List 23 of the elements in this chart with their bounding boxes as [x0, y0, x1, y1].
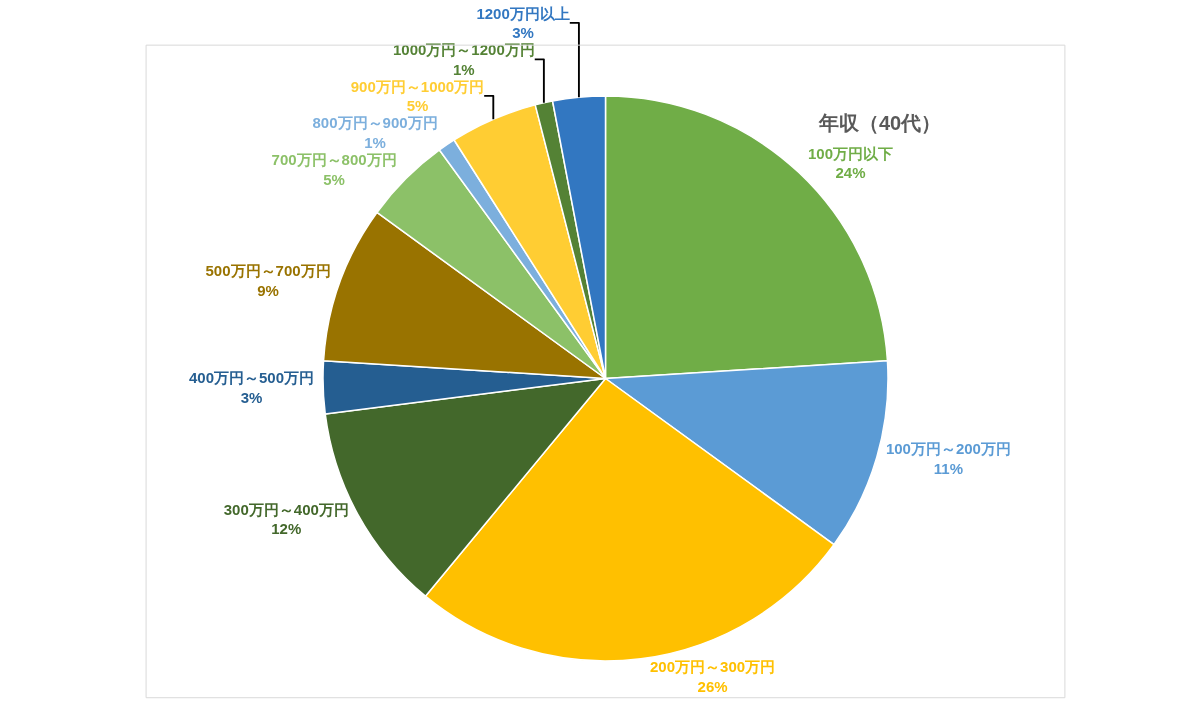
data-label: 5%: [323, 170, 345, 188]
data-label: 11%: [933, 459, 964, 477]
slice-label: 900万円～1000万円: [350, 77, 485, 95]
slice-label: 1200万円以上: [476, 4, 570, 22]
data-label: 5%: [406, 97, 429, 115]
data-label: 26%: [697, 677, 728, 695]
slice-label: 100万円～200万円: [885, 440, 1011, 458]
data-label: 9%: [257, 281, 279, 299]
slice-label: 800万円～900万円: [312, 114, 438, 132]
slice-label: 500万円～700万円: [205, 262, 331, 280]
data-label: 3%: [512, 24, 534, 42]
slice-label: 400万円～500万円: [188, 369, 315, 387]
data-label: 1%: [453, 60, 475, 78]
slice-label: 700万円～800万円: [271, 151, 397, 169]
slice-label: 100万円以下: [808, 144, 894, 162]
text: 年収（40代）: [818, 112, 942, 134]
slice-label: 1000万円～1200万円: [393, 41, 535, 59]
slice-label: 300万円～400万円: [223, 500, 349, 518]
data-label: 24%: [835, 164, 866, 182]
data-label: 1%: [364, 133, 386, 151]
slice-label: 200万円～300万円: [650, 658, 776, 676]
data-label: 12%: [271, 520, 302, 538]
data-label: 3%: [240, 388, 263, 406]
